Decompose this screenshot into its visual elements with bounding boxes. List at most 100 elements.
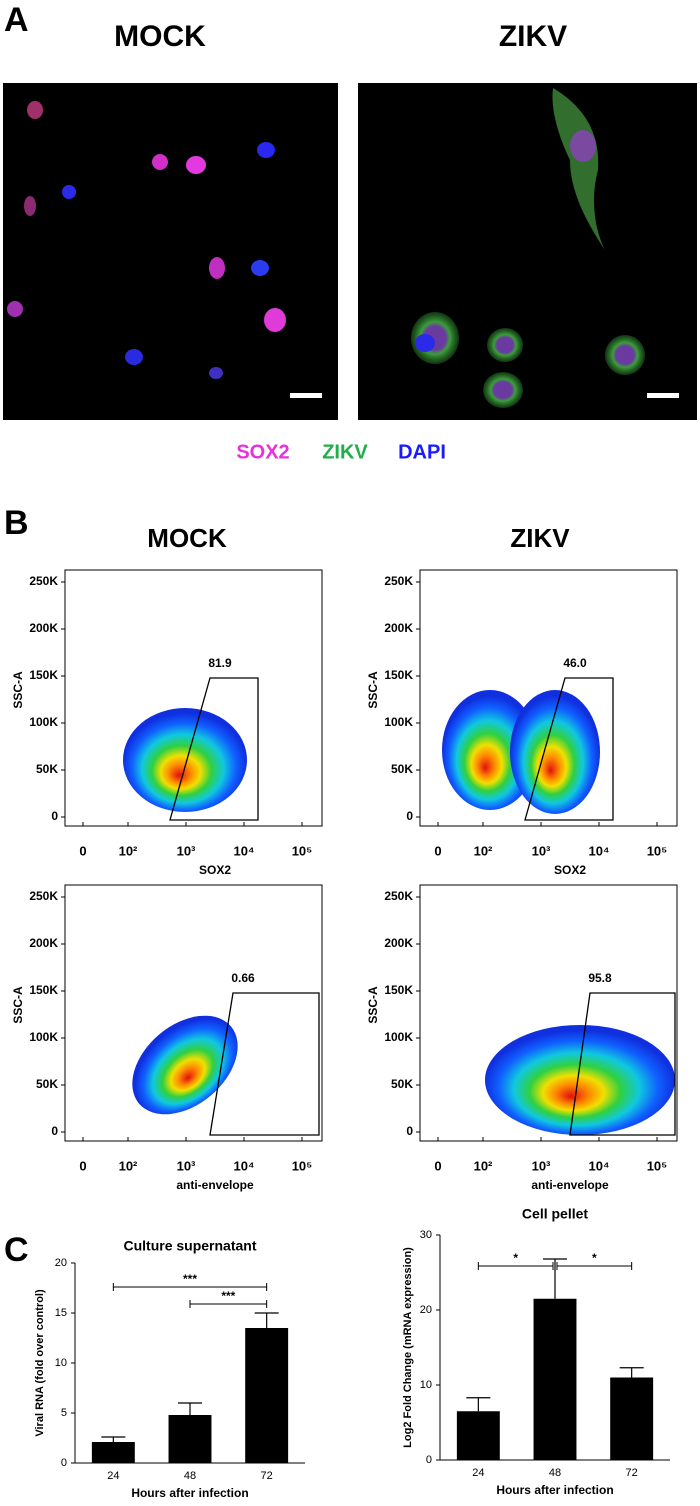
x-tick-label: 10³ bbox=[532, 843, 551, 858]
y-tick-label: 50K bbox=[36, 762, 58, 776]
significance-bracket bbox=[556, 1262, 633, 1270]
flow-plot: 0.66 0 50K 100K 150K 200K 250K 0 10² 10³ 10⁴ 10⁵ ant… bbox=[11, 884, 323, 1192]
error-bar bbox=[178, 1402, 202, 1415]
x-tick-label: 10⁴ bbox=[589, 1158, 610, 1173]
bar bbox=[533, 1298, 577, 1460]
bar bbox=[245, 1328, 289, 1463]
y-tick-label: 150K bbox=[29, 983, 58, 997]
bar bbox=[168, 1415, 212, 1463]
y-tick-label: 50K bbox=[391, 762, 413, 776]
legend-label: ZIKV bbox=[322, 441, 368, 463]
y-tick-label: 0 bbox=[51, 1124, 58, 1138]
significance-label: * bbox=[513, 1251, 518, 1265]
gate-percent: 0.66 bbox=[231, 971, 255, 985]
significance-label: *** bbox=[183, 1272, 197, 1286]
x-tick-label: 10³ bbox=[532, 1158, 551, 1173]
y-tick-label: 10 bbox=[55, 1357, 67, 1369]
y-tick-label: 100K bbox=[384, 1030, 413, 1044]
x-tick-label: 0 bbox=[79, 1158, 86, 1173]
significance-label: *** bbox=[221, 1289, 235, 1303]
x-tick-label: 10² bbox=[474, 843, 493, 858]
x-tick-label: 10² bbox=[119, 1158, 138, 1173]
y-tick-label: 30 bbox=[420, 1229, 432, 1241]
y-tick-label: 200K bbox=[29, 936, 58, 950]
chart-title: Culture supernatant bbox=[123, 1238, 256, 1254]
panel-label: A bbox=[4, 1, 29, 39]
density-region bbox=[132, 1015, 238, 1115]
x-axis-label: Hours after infection bbox=[496, 1483, 613, 1497]
panel-title: MOCK bbox=[114, 20, 206, 53]
chart-title: Cell pellet bbox=[522, 1206, 588, 1222]
y-tick-label: 5 bbox=[61, 1407, 67, 1419]
y-axis-label: SSC-A bbox=[11, 671, 25, 709]
y-axis-label: SSC-A bbox=[11, 986, 25, 1024]
micrograph bbox=[3, 83, 338, 420]
bar bbox=[91, 1442, 135, 1463]
density-region bbox=[510, 690, 600, 814]
y-tick-label: 50K bbox=[36, 1077, 58, 1091]
x-tick-label: 0 bbox=[434, 1158, 441, 1173]
plot-frame bbox=[419, 569, 678, 827]
y-tick-label: 250K bbox=[29, 889, 58, 903]
significance-bracket bbox=[112, 1283, 268, 1291]
x-tick-label: 0 bbox=[434, 843, 441, 858]
gate-percent: 95.8 bbox=[588, 971, 612, 985]
y-tick-label: 100K bbox=[384, 715, 413, 729]
error-bar bbox=[619, 1367, 644, 1378]
y-tick-label: 0 bbox=[61, 1457, 67, 1469]
x-axis-label: Hours after infection bbox=[131, 1486, 248, 1500]
y-tick-label: 250K bbox=[384, 574, 413, 588]
y-tick-label: 250K bbox=[384, 889, 413, 903]
x-tick-label: 72 bbox=[626, 1467, 638, 1479]
bar bbox=[610, 1377, 654, 1460]
panel-label: B bbox=[4, 504, 29, 542]
x-tick-label: 10⁵ bbox=[647, 843, 668, 858]
y-tick-label: 200K bbox=[29, 621, 58, 635]
y-axis-label: SSC-A bbox=[366, 986, 380, 1024]
error-bar bbox=[101, 1436, 126, 1442]
density-region bbox=[485, 1025, 675, 1135]
flow-plot: 95.8 0 50K 100K 150K 200K 250K 0 10² 10³ 10⁴ 10⁵ ant… bbox=[366, 884, 678, 1192]
plot-frame bbox=[64, 569, 323, 827]
y-tick-label: 150K bbox=[29, 668, 58, 682]
bar bbox=[456, 1411, 500, 1460]
density-region bbox=[123, 708, 247, 812]
y-axis-label: Viral RNA (fold over control) bbox=[34, 1289, 46, 1437]
y-tick-label: 0 bbox=[426, 1454, 432, 1466]
x-tick-label: 48 bbox=[549, 1467, 561, 1479]
x-tick-label: 10⁴ bbox=[234, 1158, 255, 1173]
x-tick-label: 0 bbox=[79, 843, 86, 858]
significance-label: * bbox=[592, 1251, 597, 1265]
x-tick-label: 10⁵ bbox=[292, 843, 313, 858]
y-tick-label: 100K bbox=[29, 1030, 58, 1044]
y-tick-label: 15 bbox=[55, 1307, 67, 1319]
y-tick-label: 150K bbox=[384, 668, 413, 682]
y-tick-label: 50K bbox=[391, 1077, 413, 1091]
y-tick-label: 0 bbox=[406, 1124, 413, 1138]
significance-bracket bbox=[189, 1300, 268, 1308]
x-axis-label: anti-envelope bbox=[176, 1178, 254, 1192]
panel-title: ZIKV bbox=[510, 523, 570, 553]
error-bar bbox=[254, 1312, 279, 1328]
significance-bracket bbox=[477, 1262, 554, 1270]
legend-label: DAPI bbox=[398, 441, 446, 463]
gate-percent: 81.9 bbox=[208, 656, 232, 670]
plot-frame bbox=[419, 884, 678, 1142]
x-tick-label: 10³ bbox=[177, 843, 196, 858]
x-tick-label: 10⁵ bbox=[647, 1158, 668, 1173]
x-tick-label: 48 bbox=[184, 1470, 196, 1482]
y-tick-label: 250K bbox=[29, 574, 58, 588]
error-bar bbox=[466, 1397, 491, 1412]
y-tick-label: 100K bbox=[29, 715, 58, 729]
gate bbox=[569, 992, 676, 1136]
gate bbox=[209, 992, 320, 1136]
x-tick-label: 72 bbox=[261, 1470, 273, 1482]
gate bbox=[169, 677, 259, 821]
x-axis-label: SOX2 bbox=[554, 863, 586, 877]
y-axis-label: Log2 Fold Change (mRNA expression) bbox=[402, 1247, 414, 1448]
x-tick-label: 24 bbox=[472, 1467, 484, 1479]
panel-title: MOCK bbox=[147, 523, 227, 553]
gate-percent: 46.0 bbox=[563, 656, 587, 670]
x-tick-label: 10⁴ bbox=[589, 843, 610, 858]
